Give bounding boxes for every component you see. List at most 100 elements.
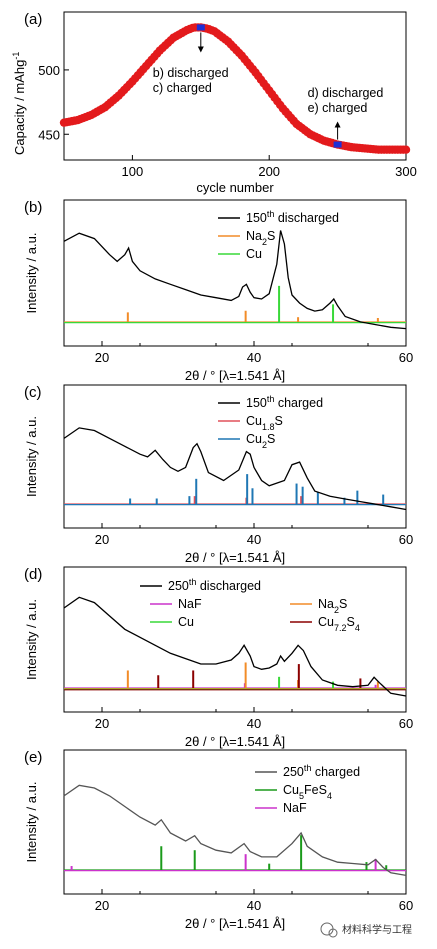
text-span: S bbox=[347, 615, 355, 629]
axes-frame bbox=[63, 566, 407, 713]
legend-label: Na2S bbox=[246, 229, 275, 247]
text-span: 1.8 bbox=[262, 422, 275, 432]
x-tick-label: 40 bbox=[247, 716, 261, 731]
text-span: th bbox=[304, 763, 312, 773]
text-span: charged bbox=[311, 765, 360, 779]
text-span: Cu bbox=[246, 247, 262, 261]
x-axis-label: 2θ / ° [λ=1.541 Å] bbox=[185, 368, 285, 383]
legend-label: Cu bbox=[246, 247, 262, 261]
axes-frame bbox=[63, 11, 407, 161]
x-axis-label: 2θ / ° [λ=1.541 Å] bbox=[185, 734, 285, 749]
arrow-head bbox=[334, 121, 341, 128]
panel-label: (d) bbox=[24, 566, 42, 583]
wechat-icon-bubble bbox=[328, 928, 338, 938]
reference-cu bbox=[64, 835, 406, 871]
text-span: Cu bbox=[178, 615, 194, 629]
y-axis-label: Intensity / a.u. bbox=[24, 599, 39, 680]
y-tick-label: 500 bbox=[38, 63, 60, 78]
text-span: th bbox=[189, 577, 197, 587]
text-span: Capacity / mAhg bbox=[12, 60, 27, 155]
y-axis-label: Intensity / a.u. bbox=[24, 233, 39, 314]
axes-frame bbox=[63, 749, 407, 895]
text-span: S bbox=[267, 432, 275, 446]
text-span: th bbox=[267, 209, 275, 219]
annotation-text: c) charged bbox=[153, 81, 212, 95]
highlight-point bbox=[196, 24, 205, 31]
x-tick-label: 60 bbox=[399, 532, 413, 547]
pattern-line bbox=[63, 596, 407, 697]
text-span: Cu bbox=[318, 615, 334, 629]
x-tick-label: 20 bbox=[95, 532, 109, 547]
legend-label: 150th charged bbox=[246, 394, 323, 410]
text-span: 7.2 bbox=[334, 623, 347, 633]
text-span: Na bbox=[246, 229, 262, 243]
arrow-head bbox=[197, 46, 204, 53]
series-capacity bbox=[59, 23, 411, 154]
watermark-text: 材料科学与工程 bbox=[342, 923, 412, 936]
reference-cu bbox=[64, 285, 406, 324]
text-span: 5 bbox=[299, 791, 304, 801]
legend-label: Cu bbox=[178, 615, 194, 629]
legend-label: 250th charged bbox=[283, 763, 360, 779]
text-span: th bbox=[267, 394, 275, 404]
y-axis-label: Capacity / mAhg-1 bbox=[11, 52, 27, 155]
y-tick-label: 450 bbox=[38, 127, 60, 142]
y-axis-label: Intensity / a.u. bbox=[24, 782, 39, 863]
x-tick-label: 60 bbox=[399, 898, 413, 913]
reference-cu bbox=[64, 474, 406, 506]
x-axis-label: cycle number bbox=[196, 180, 274, 195]
x-axis-label: 2θ / ° [λ=1.541 Å] bbox=[185, 550, 285, 565]
data-point bbox=[401, 145, 411, 154]
legend-label: 150th discharged bbox=[246, 209, 339, 225]
text-span: discharged bbox=[196, 579, 261, 593]
text-span: discharged bbox=[274, 211, 339, 225]
text-span: Na bbox=[318, 597, 334, 611]
legend-label: Na2S bbox=[318, 597, 347, 615]
annotation-text: b) discharged bbox=[153, 66, 229, 80]
reference-na bbox=[64, 662, 406, 690]
x-tick-label: 20 bbox=[95, 898, 109, 913]
panel-label: (b) bbox=[24, 199, 42, 216]
panel-label: (a) bbox=[24, 11, 42, 28]
legend-label: Cu1.8S bbox=[246, 414, 283, 432]
text-span: -1 bbox=[11, 52, 21, 60]
legend-label: Cu5FeS4 bbox=[283, 783, 332, 801]
pattern-line bbox=[63, 230, 407, 330]
pattern-line bbox=[63, 784, 407, 877]
legend-label: NaF bbox=[178, 597, 202, 611]
x-tick-label: 60 bbox=[399, 716, 413, 731]
reference-cu bbox=[64, 676, 406, 690]
x-tick-label: 60 bbox=[399, 350, 413, 365]
text-span: charged bbox=[274, 396, 323, 410]
panel-label: (e) bbox=[24, 749, 42, 766]
text-span: 2 bbox=[262, 440, 267, 450]
text-span: NaF bbox=[178, 597, 202, 611]
x-axis-label: 2θ / ° [λ=1.541 Å] bbox=[185, 916, 285, 931]
reference-naf bbox=[64, 683, 406, 689]
watermark: 材料科学与工程 bbox=[320, 922, 412, 938]
panel-label: (c) bbox=[24, 384, 42, 401]
text-span: S bbox=[267, 229, 275, 243]
annotation-text: e) charged bbox=[308, 101, 368, 115]
x-tick-label: 100 bbox=[122, 164, 144, 179]
text-span: 250 bbox=[168, 579, 189, 593]
x-tick-label: 20 bbox=[95, 350, 109, 365]
y-axis-label: Intensity / a.u. bbox=[24, 416, 39, 497]
x-tick-label: 300 bbox=[395, 164, 417, 179]
text-span: Cu bbox=[246, 432, 262, 446]
text-span: 150 bbox=[246, 211, 267, 225]
x-tick-label: 40 bbox=[247, 350, 261, 365]
text-span: 150 bbox=[246, 396, 267, 410]
text-span: S bbox=[339, 597, 347, 611]
legend-label: Cu7.2S4 bbox=[318, 615, 360, 633]
legend-label: Cu2S bbox=[246, 432, 275, 450]
